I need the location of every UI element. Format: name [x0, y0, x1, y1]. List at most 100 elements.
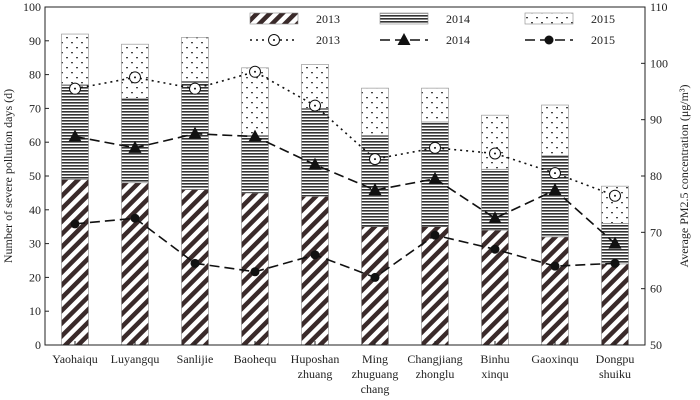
legend-marker-2015	[544, 35, 554, 45]
point-2015	[370, 272, 380, 282]
right-tick-label: 110	[650, 0, 668, 14]
point-2013	[549, 167, 561, 180]
bar-2013	[361, 226, 389, 346]
bar-2013	[61, 179, 89, 346]
legend-label-bar-2013: 2013	[316, 12, 340, 26]
point-2015	[490, 244, 500, 254]
x-tick-label: Changjiang zhonglu	[407, 352, 462, 381]
bar-2015	[121, 43, 149, 99]
legend-label-line-2013: 2013	[316, 33, 340, 47]
line-2013	[74, 70, 616, 197]
legend-label-line-2015: 2015	[591, 33, 615, 47]
point-2013	[69, 82, 81, 95]
point-2014	[68, 129, 82, 142]
legend-marker-2013	[268, 34, 280, 46]
point-2014	[248, 129, 262, 142]
x-tick-label: Sanlijie	[177, 352, 214, 366]
right-tick-label: 100	[650, 56, 668, 70]
bar-2015	[421, 87, 449, 123]
bar-2014	[301, 108, 329, 197]
x-tick-label: Dongpu shuiku	[596, 352, 635, 381]
line-2015	[74, 217, 616, 279]
point-2014	[428, 171, 442, 184]
bar-2015	[361, 87, 389, 136]
point-2013	[189, 82, 201, 95]
legend-swatch-bar-2015	[524, 12, 574, 25]
right-axis: 50 60 70 80 90 100 110	[641, 0, 668, 352]
bar-2014	[241, 135, 269, 194]
bar-2013	[601, 263, 629, 346]
point-2013	[429, 141, 441, 154]
point-2015	[610, 258, 620, 268]
right-tick-label: 80	[650, 169, 662, 183]
point-2015	[430, 230, 440, 240]
point-2015	[310, 250, 320, 260]
line-2014	[74, 132, 616, 245]
point-2014	[368, 183, 382, 196]
right-tick-label: 50	[650, 338, 662, 352]
point-2013	[129, 71, 141, 84]
legend-label-line-2014: 2014	[446, 33, 470, 47]
left-tick-label: 60	[29, 135, 41, 149]
legend: 2013 2014 2015 2013 2014 2015	[249, 12, 615, 47]
left-axis: 0 10 20 30 40 50 60 70 80 90 100	[23, 0, 49, 352]
point-2013	[369, 153, 381, 166]
bar-2015	[481, 114, 509, 170]
right-tick-label: 70	[650, 225, 662, 239]
point-2013	[309, 99, 321, 112]
point-2015	[190, 258, 200, 268]
x-tick-label: Binhu xinqu	[480, 352, 509, 381]
bar-2013	[541, 236, 569, 346]
left-tick-label: 70	[29, 101, 41, 115]
right-tick-label: 60	[650, 282, 662, 296]
legend-label-bar-2014: 2014	[446, 12, 470, 26]
x-tick-label: Yaohaiqu	[52, 352, 97, 366]
left-tick-label: 100	[23, 0, 41, 14]
x-tick-label: Huposhan zhuang	[291, 352, 340, 381]
point-2014	[488, 211, 502, 224]
point-2014	[128, 140, 142, 153]
legend-swatch-bar-2013	[249, 12, 299, 25]
left-tick-label: 80	[29, 68, 41, 82]
left-tick-label: 0	[35, 338, 41, 352]
bar-2015	[181, 37, 209, 82]
x-tick-label: Baohequ	[234, 352, 277, 366]
bar-2015	[61, 33, 89, 86]
bars-layer	[61, 33, 629, 346]
lines-layer	[68, 65, 622, 282]
legend-marker-2014	[397, 33, 411, 45]
y2-axis-label: Average PM2.5 concentration (μg/m³)	[677, 84, 691, 267]
bar-2014	[361, 135, 389, 228]
x-tick-label: Ming zhuguang chang	[352, 352, 399, 396]
bar-2015	[541, 104, 569, 157]
x-tick-label: Luyangqu	[111, 352, 160, 366]
point-2015	[250, 267, 260, 277]
bar-2014	[121, 97, 149, 184]
point-2013	[249, 65, 261, 78]
bar-2015	[241, 67, 269, 136]
y-axis-label: Number of severe pollution days (d)	[1, 89, 15, 263]
point-2015	[70, 219, 80, 229]
left-tick-label: 30	[29, 237, 41, 251]
left-tick-label: 10	[29, 304, 41, 318]
point-2014	[548, 183, 562, 196]
point-2013	[489, 147, 501, 160]
bar-2013	[421, 226, 449, 346]
point-2015	[130, 213, 140, 223]
point-2014	[608, 236, 622, 249]
legend-label-bar-2015: 2015	[591, 12, 615, 26]
left-tick-label: 50	[29, 169, 41, 183]
point-2013	[609, 189, 621, 202]
point-2015	[550, 261, 560, 271]
bar-2013	[301, 195, 329, 346]
bar-2013	[121, 182, 149, 346]
left-tick-label: 20	[29, 270, 41, 284]
x-axis: Yaohaiqu Luyangqu Sanlijie Baohequ Huposhan z…	[52, 341, 634, 396]
point-2014	[188, 126, 202, 139]
left-tick-label: 40	[29, 203, 41, 217]
legend-swatch-bar-2014	[379, 12, 429, 25]
left-tick-label: 90	[29, 34, 41, 48]
right-tick-label: 90	[650, 113, 662, 127]
point-2014	[308, 157, 322, 170]
